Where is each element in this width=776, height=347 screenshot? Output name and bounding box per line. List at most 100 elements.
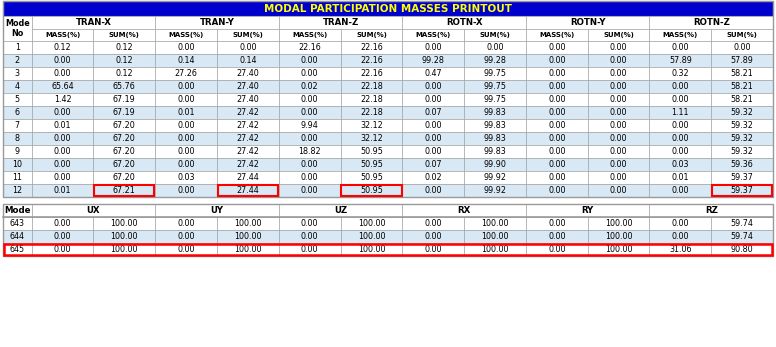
Bar: [93, 217, 155, 230]
Text: 0.00: 0.00: [424, 147, 442, 156]
Text: 27.44: 27.44: [237, 173, 259, 182]
Text: 67.20: 67.20: [113, 160, 136, 169]
Bar: [402, 29, 464, 41]
Bar: [587, 184, 650, 197]
Text: 0.00: 0.00: [548, 43, 566, 52]
Text: 0.14: 0.14: [178, 56, 195, 65]
Bar: [32, 119, 93, 132]
Bar: [32, 158, 93, 171]
Text: ROTN-X: ROTN-X: [446, 18, 483, 27]
Bar: [587, 54, 650, 67]
Text: 100.00: 100.00: [111, 245, 138, 254]
Bar: [402, 16, 526, 29]
Bar: [217, 67, 279, 80]
Bar: [93, 243, 155, 256]
Text: 0.00: 0.00: [178, 160, 195, 169]
Bar: [526, 93, 587, 106]
Bar: [341, 132, 402, 145]
Text: 27.40: 27.40: [237, 82, 259, 91]
Text: 0.00: 0.00: [301, 186, 318, 195]
Bar: [155, 119, 217, 132]
Bar: [155, 217, 217, 230]
Bar: [650, 184, 712, 197]
Bar: [650, 230, 712, 243]
Text: 0.00: 0.00: [54, 69, 71, 78]
Bar: [526, 29, 587, 41]
Bar: [402, 204, 526, 217]
Bar: [93, 106, 155, 119]
Text: 0.01: 0.01: [671, 173, 689, 182]
Text: 0.00: 0.00: [733, 43, 751, 52]
Bar: [279, 217, 341, 230]
Bar: [155, 184, 217, 197]
Text: 18.82: 18.82: [298, 147, 321, 156]
Text: 67.20: 67.20: [113, 147, 136, 156]
Text: UZ: UZ: [334, 206, 347, 215]
Text: 0.00: 0.00: [301, 69, 318, 78]
Bar: [93, 93, 155, 106]
Text: 0.00: 0.00: [610, 82, 627, 91]
Bar: [464, 217, 526, 230]
Text: 0.02: 0.02: [301, 82, 318, 91]
Text: 22.16: 22.16: [360, 56, 383, 65]
Text: 0.00: 0.00: [548, 147, 566, 156]
Bar: [217, 119, 279, 132]
Text: 0.00: 0.00: [54, 147, 71, 156]
Bar: [402, 132, 464, 145]
Bar: [587, 217, 650, 230]
Text: MASS(%): MASS(%): [663, 32, 698, 38]
Text: 99.75: 99.75: [483, 69, 507, 78]
Bar: [93, 41, 155, 54]
Text: 0.00: 0.00: [610, 69, 627, 78]
Text: 0.00: 0.00: [178, 219, 195, 228]
Bar: [217, 132, 279, 145]
Text: 0.03: 0.03: [178, 173, 195, 182]
Text: 22.18: 22.18: [360, 95, 383, 104]
Text: SUM(%): SUM(%): [356, 32, 387, 38]
Bar: [155, 93, 217, 106]
Text: 0.00: 0.00: [671, 134, 689, 143]
Bar: [341, 185, 401, 196]
Text: 0.00: 0.00: [301, 219, 318, 228]
Bar: [341, 184, 402, 197]
Text: 50.95: 50.95: [360, 147, 383, 156]
Text: RY: RY: [581, 206, 594, 215]
Text: MASS(%): MASS(%): [416, 32, 451, 38]
Text: 0.00: 0.00: [610, 121, 627, 130]
Text: Mode: Mode: [4, 206, 30, 215]
Text: 0.00: 0.00: [548, 173, 566, 182]
Text: 59.32: 59.32: [731, 147, 753, 156]
Text: 99.92: 99.92: [483, 173, 507, 182]
Bar: [341, 243, 402, 256]
Bar: [464, 41, 526, 54]
Text: 0.00: 0.00: [610, 173, 627, 182]
Text: 0.00: 0.00: [671, 219, 689, 228]
Bar: [32, 243, 93, 256]
Text: ROTN-Y: ROTN-Y: [570, 18, 605, 27]
Text: 0.01: 0.01: [54, 186, 71, 195]
Bar: [341, 106, 402, 119]
Bar: [155, 132, 217, 145]
Text: 0.00: 0.00: [301, 108, 318, 117]
Text: 0.00: 0.00: [610, 43, 627, 52]
Bar: [3, 67, 32, 80]
Text: 1: 1: [15, 43, 20, 52]
Text: 10: 10: [12, 160, 23, 169]
Text: 22.16: 22.16: [298, 43, 321, 52]
Text: 27.42: 27.42: [237, 108, 259, 117]
Bar: [402, 41, 464, 54]
Bar: [650, 132, 712, 145]
Text: 0.00: 0.00: [301, 245, 318, 254]
Bar: [341, 67, 402, 80]
Text: 0.00: 0.00: [54, 173, 71, 182]
Text: 90.80: 90.80: [731, 245, 753, 254]
Text: 0.32: 0.32: [671, 69, 689, 78]
Text: 59.36: 59.36: [731, 160, 753, 169]
Text: 100.00: 100.00: [358, 245, 385, 254]
Text: 0.00: 0.00: [610, 160, 627, 169]
Bar: [526, 106, 587, 119]
Bar: [587, 243, 650, 256]
Text: 22.18: 22.18: [360, 108, 383, 117]
Text: 0.00: 0.00: [610, 56, 627, 65]
Text: 67.19: 67.19: [113, 108, 136, 117]
